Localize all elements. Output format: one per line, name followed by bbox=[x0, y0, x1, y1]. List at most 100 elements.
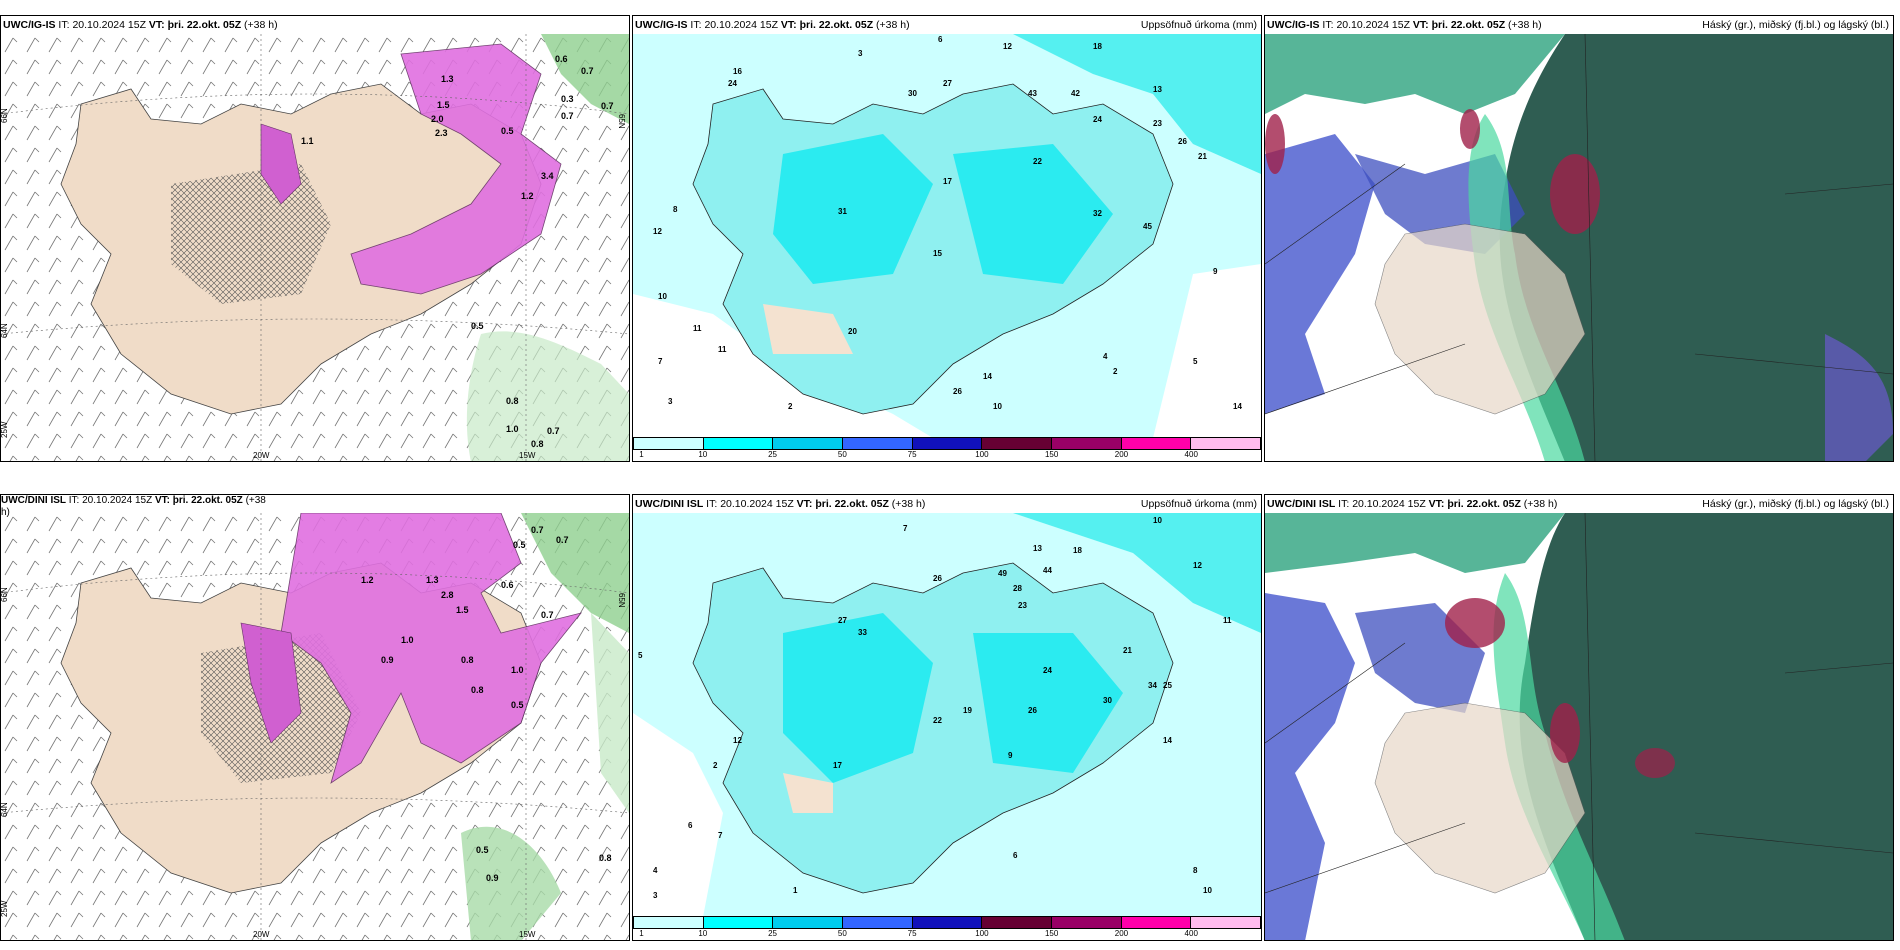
colorbar-label: 25 bbox=[768, 450, 777, 459]
iceland-land bbox=[1374, 223, 1586, 415]
map-clouds bbox=[1265, 513, 1893, 940]
precip-value: 22 bbox=[933, 716, 942, 725]
map-accum-precip: 3 6 12 18 13 16 24 27 30 43 42 24 23 26 … bbox=[633, 34, 1261, 438]
precip-value: 0.5 bbox=[501, 126, 514, 136]
precip-value: 0.7 bbox=[547, 426, 560, 436]
colorbar-swatch bbox=[1052, 917, 1122, 928]
panel-dini-clouds: UWC/DINI ISL IT: 20.10.2024 15Z VT: þri.… bbox=[1264, 494, 1894, 941]
precip-value: 1.2 bbox=[521, 191, 534, 201]
precip-colorbar: 1 10 25 50 75 100 150 200 400 bbox=[633, 916, 1261, 940]
precip-value: 6 bbox=[938, 35, 943, 44]
precip-labels: 3 6 12 18 13 16 24 27 30 43 42 24 23 26 … bbox=[653, 35, 1242, 411]
precip-value: 7 bbox=[658, 357, 663, 366]
precip-value: 27 bbox=[943, 79, 952, 88]
vt-label: VT: bbox=[796, 498, 813, 510]
colorbar-label: 1 bbox=[639, 929, 644, 938]
it-label: IT: bbox=[58, 19, 70, 31]
field-title: Uppsöfnuð úrkoma (mm) bbox=[1140, 19, 1257, 31]
precip-value: 45 bbox=[1143, 222, 1152, 231]
precip-value: 24 bbox=[1043, 666, 1052, 675]
precip-magenta bbox=[350, 43, 562, 295]
precip-value: 0.5 bbox=[471, 321, 484, 331]
panel-ig-is-clouds: UWC/IG-IS IT: 20.10.2024 15Z VT: þri. 22… bbox=[1264, 15, 1894, 462]
precip-value: 1.0 bbox=[506, 424, 519, 434]
precip-value: 13 bbox=[1153, 85, 1162, 94]
precip-value: 2.8 bbox=[441, 590, 454, 600]
precip-value: 17 bbox=[833, 761, 842, 770]
it-label: IT: bbox=[690, 19, 702, 31]
precip-value: 11 bbox=[693, 324, 702, 333]
precip-value: 12 bbox=[733, 736, 742, 745]
precip-value: 26 bbox=[1178, 137, 1187, 146]
lon-label: 15W bbox=[519, 930, 536, 939]
colorbar-swatch bbox=[843, 917, 913, 928]
map-accum-precip: 4 7 10 13 18 12 26 44 49 28 23 27 33 22 … bbox=[633, 513, 1261, 917]
colorbar-label: 150 bbox=[1044, 450, 1059, 459]
panel-dini-wind-precip: UWC/DINI ISL IT: 20.10.2024 15Z VT: þri.… bbox=[0, 494, 630, 941]
precip-colorbar: 1 10 25 50 75 100 150 200 400 bbox=[633, 437, 1261, 461]
precip-value: 4 bbox=[653, 866, 658, 875]
precip-value: 0.7 bbox=[541, 610, 554, 620]
precip-value: 3.4 bbox=[541, 171, 554, 181]
precip-value: 49 bbox=[998, 569, 1007, 578]
vt-label: VT: bbox=[154, 495, 170, 506]
precip-value: 44 bbox=[1043, 566, 1052, 575]
precip-value: 2 bbox=[713, 761, 718, 770]
precip-value: 15 bbox=[933, 249, 942, 258]
precip-value: 2.0 bbox=[431, 114, 444, 124]
lon-label: 20W bbox=[253, 930, 270, 939]
panel-title: UWC/DINI ISL IT: 20.10.2024 15Z VT: þri.… bbox=[1267, 497, 1889, 511]
precip-value: 31 bbox=[838, 207, 847, 216]
precip-value: 0.5 bbox=[476, 845, 489, 855]
precip-value: 19 bbox=[963, 706, 972, 715]
precip-value: 0.8 bbox=[599, 853, 612, 863]
iceland-land bbox=[1374, 702, 1586, 894]
vt-label: VT: bbox=[780, 19, 797, 31]
precip-value: 20 bbox=[848, 327, 857, 336]
colorbar-label: 75 bbox=[907, 450, 917, 459]
panel-title: UWC/IG-IS IT: 20.10.2024 15Z VT: þri. 22… bbox=[1267, 18, 1889, 32]
valid-time: þri. 22.okt. 05Z bbox=[815, 498, 889, 510]
precip-labels: 4 7 10 13 18 12 26 44 49 28 23 27 33 22 … bbox=[638, 516, 1232, 900]
precip-value: 9 bbox=[1213, 267, 1218, 276]
colorbar-label: 10 bbox=[698, 929, 708, 938]
precip-value: 10 bbox=[658, 292, 667, 301]
colorbar-label: 75 bbox=[907, 929, 917, 938]
precip-value: 9 bbox=[1008, 751, 1013, 760]
precip-value: 33 bbox=[858, 628, 867, 637]
lead-time: (+38 h) bbox=[876, 19, 910, 31]
precip-value: 7 bbox=[718, 831, 723, 840]
lat-label: 64N bbox=[1, 323, 9, 338]
panel-title: UWC/IG-IS IT: 20.10.2024 15Z VT: þri. 22… bbox=[635, 18, 1257, 32]
precip-value: 0.5 bbox=[511, 700, 524, 710]
colorbar-label: 10 bbox=[698, 450, 708, 459]
valid-time: þri. 22.okt. 05Z bbox=[172, 495, 243, 506]
precip-value: 30 bbox=[908, 89, 917, 98]
lon-label: 15W bbox=[519, 451, 536, 460]
colorbar-swatch bbox=[843, 438, 913, 449]
map-wind-precip: 0.6 0.7 0.7 1.3 0.3 0.7 1.5 2.0 2.3 1.1 … bbox=[1, 34, 629, 461]
vt-label: VT: bbox=[148, 19, 165, 31]
init-time: 20.10.2024 15Z bbox=[82, 495, 153, 506]
panel-title: UWC/DINI ISL IT: 20.10.2024 15Z VT: þri.… bbox=[635, 497, 1257, 511]
it-label: IT: bbox=[706, 498, 718, 510]
lead-time: (+38 h) bbox=[244, 19, 278, 31]
precip-value: 34 bbox=[1148, 681, 1157, 690]
precip-value: 0.8 bbox=[461, 655, 474, 665]
precip-value: 14 bbox=[983, 372, 992, 381]
panel-title: UWC/IG-IS IT: 20.10.2024 15Z VT: þri. 22… bbox=[3, 18, 625, 32]
valid-time: þri. 22.okt. 05Z bbox=[167, 19, 242, 31]
init-time: 20.10.2024 15Z bbox=[704, 19, 778, 31]
lon-label: 20W bbox=[253, 451, 270, 460]
init-time: 20.10.2024 15Z bbox=[1352, 498, 1426, 510]
colorbar-swatch bbox=[773, 438, 844, 449]
field-title: Háský (gr.), miðský (fj.bl.) og lágský (… bbox=[1702, 498, 1889, 510]
colorbar-label: 100 bbox=[975, 450, 989, 459]
model-name: UWC/IG-IS bbox=[3, 19, 56, 31]
lat-label: 65N bbox=[617, 114, 626, 129]
lead-time: (+38 h) bbox=[1523, 498, 1558, 510]
panel-ig-is-accum-precip: UWC/IG-IS IT: 20.10.2024 15Z VT: þri. 22… bbox=[632, 15, 1262, 462]
precip-value: 18 bbox=[1073, 546, 1082, 555]
precip-value: 17 bbox=[943, 177, 952, 186]
colorbar-swatch bbox=[773, 917, 844, 928]
